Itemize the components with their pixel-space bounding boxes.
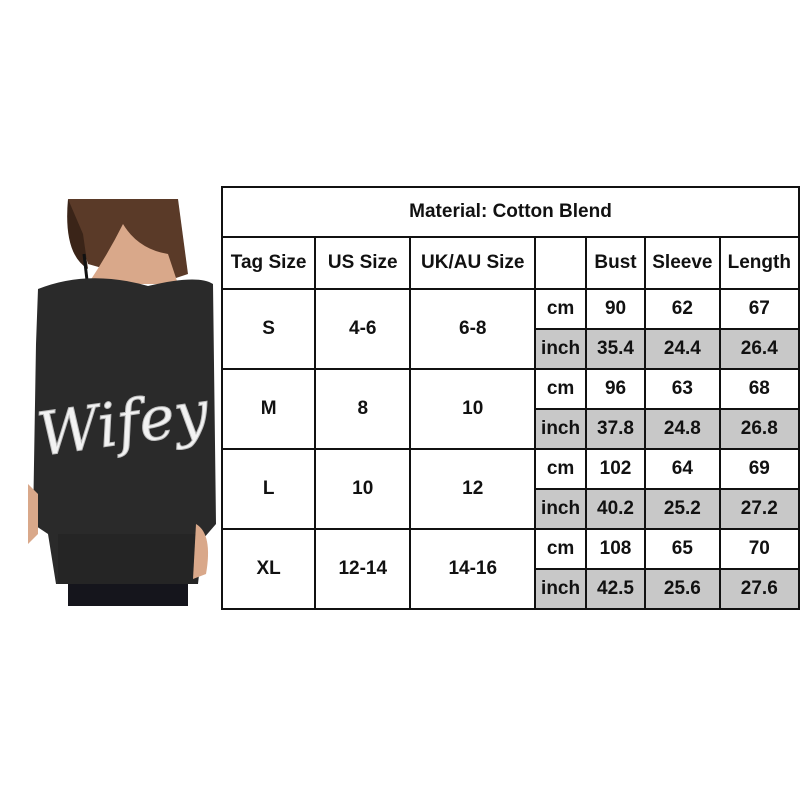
tag-size-cell: L	[220, 448, 317, 530]
length-cm-cell: 69	[718, 448, 800, 490]
sleeve-cm-cell: 62	[644, 288, 721, 330]
bust-inch-cell: 42.5	[584, 568, 647, 610]
table-title: Material: Cotton Blend	[221, 186, 800, 238]
length-inch-cell: 26.8	[718, 408, 800, 450]
header-row: Tag Size US Size UK/AU Size Bust Sleeve …	[220, 236, 800, 290]
table-row-inch: inch 37.8 24.8 26.8	[222, 408, 800, 450]
table-row-inch: inch 35.4 24.4 26.4	[222, 328, 800, 370]
table-row-cm: S 4-6 6-8 cm 90 62 67	[220, 288, 800, 370]
unit-inch-label: inch	[534, 408, 587, 450]
unit-inch-label: inch	[534, 488, 587, 530]
uk-au-size-cell: 6-8	[409, 288, 537, 370]
tag-size-cell: S	[220, 288, 317, 370]
sleeve-inch-cell: 24.4	[644, 328, 721, 370]
header-us-size: US Size	[314, 236, 412, 290]
sleeve-cm-cell: 65	[644, 528, 721, 570]
sleeve-inch-cell: 25.6	[644, 568, 721, 610]
length-cm-cell: 70	[718, 528, 800, 570]
uk-au-size-cell: 10	[409, 368, 537, 450]
length-inch-cell: 27.6	[718, 568, 800, 610]
us-size-cell: 8	[314, 368, 412, 450]
bust-cm-cell: 96	[584, 368, 647, 410]
length-inch-cell: 26.4	[718, 328, 800, 370]
product-photo: Wifey	[28, 194, 216, 606]
table-row-cm: XL 12-14 14-16 cm 108 65 70	[220, 528, 800, 610]
bust-cm-cell: 102	[584, 448, 647, 490]
us-size-cell: 10	[314, 448, 412, 530]
bust-inch-cell: 40.2	[584, 488, 647, 530]
bust-cm-cell: 108	[584, 528, 647, 570]
uk-au-size-cell: 14-16	[409, 528, 537, 610]
header-length: Length	[718, 236, 800, 290]
sleeve-inch-cell: 24.8	[644, 408, 721, 450]
table-row-cm: M 8 10 cm 96 63 68	[220, 368, 800, 450]
us-size-cell: 4-6	[314, 288, 412, 370]
bust-inch-cell: 35.4	[584, 328, 647, 370]
bust-cm-cell: 90	[584, 288, 647, 330]
table-row-inch: inch 42.5 25.6 27.6	[222, 568, 800, 610]
header-unit	[534, 236, 587, 290]
uk-au-size-cell: 12	[409, 448, 537, 530]
us-size-cell: 12-14	[314, 528, 412, 610]
length-cm-cell: 67	[718, 288, 800, 330]
unit-inch-label: inch	[534, 328, 587, 370]
tag-size-cell: XL	[220, 528, 317, 610]
header-uk-au-size: UK/AU Size	[409, 236, 537, 290]
tag-size-cell: M	[220, 368, 317, 450]
length-cm-cell: 68	[718, 368, 800, 410]
sleeve-cm-cell: 63	[644, 368, 721, 410]
unit-cm-label: cm	[534, 448, 587, 490]
bust-inch-cell: 37.8	[584, 408, 647, 450]
unit-cm-label: cm	[534, 528, 587, 570]
header-tag-size: Tag Size	[220, 236, 317, 290]
unit-inch-label: inch	[534, 568, 587, 610]
unit-cm-label: cm	[534, 368, 587, 410]
sleeve-inch-cell: 25.2	[644, 488, 721, 530]
unit-cm-label: cm	[534, 288, 587, 330]
header-sleeve: Sleeve	[644, 236, 721, 290]
sleeve-cm-cell: 64	[644, 448, 721, 490]
table-row-cm: L 10 12 cm 102 64 69	[220, 448, 800, 530]
length-inch-cell: 27.2	[718, 488, 800, 530]
header-bust: Bust	[584, 236, 647, 290]
size-chart-table: Material: Cotton Blend Tag Size US Size …	[220, 186, 800, 610]
table-row-inch: inch 40.2 25.2 27.2	[222, 488, 800, 530]
